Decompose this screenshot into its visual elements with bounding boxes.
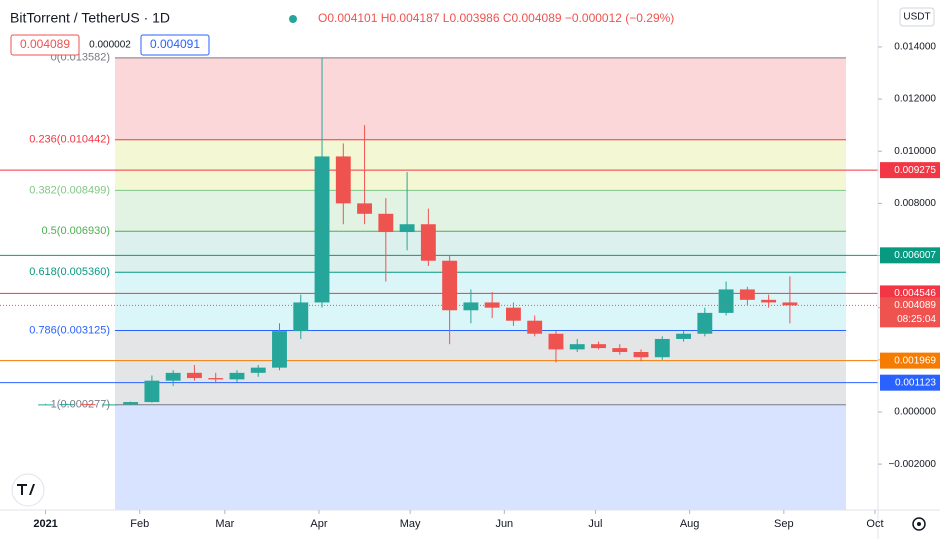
y-tick-label: 0.012000 (894, 94, 936, 105)
price-badge-label: 0.004546 (894, 288, 936, 299)
candle-body (165, 372, 181, 381)
candle-body (463, 302, 479, 311)
currency-button[interactable] (899, 7, 935, 27)
x-tick-label: Sep (774, 518, 794, 530)
x-tick-label: Aug (680, 518, 700, 530)
candle-body (612, 348, 628, 352)
price-badge (880, 162, 940, 179)
price-badge-label: 0.006007 (894, 250, 936, 261)
y-tick-label: 0.014000 (894, 42, 936, 53)
price-badge (880, 247, 940, 264)
sell-box[interactable] (10, 34, 80, 56)
fib-label: 0.786(0.003125) (29, 324, 110, 336)
candle-body (38, 404, 54, 406)
candle-body (676, 333, 692, 339)
ohlc-header: O0.004101 H0.004187 L0.003986 C0.004089 … (318, 11, 674, 25)
candle-body (272, 331, 287, 368)
candle-body (293, 302, 309, 332)
fib-band (115, 404, 846, 510)
candle-body (186, 372, 202, 379)
fib-band (115, 139, 846, 191)
y-tick-label: 0.000000 (894, 407, 936, 418)
x-tick-label: 2021 (33, 518, 57, 530)
price-badge (880, 374, 940, 391)
fib-band (115, 190, 846, 232)
price-badge (880, 352, 940, 369)
y-tick-label: −0.002000 (888, 459, 936, 470)
candle-body (739, 289, 755, 300)
currency: USDT (903, 12, 930, 23)
y-tick-label: 0.008000 (894, 198, 936, 209)
candle-body (399, 224, 415, 233)
x-tick-label: May (400, 518, 421, 530)
candle-body (697, 312, 713, 334)
sell-price: 0.004089 (20, 37, 70, 51)
y-tick-label: 0.010000 (894, 146, 936, 157)
candle-body (208, 378, 224, 380)
fib-band (115, 330, 846, 405)
candle-body (505, 307, 521, 321)
status-dot (289, 15, 297, 23)
tv-logo (11, 473, 45, 507)
last-price-badge (880, 297, 940, 328)
countdown: 08:25:04 (897, 314, 936, 325)
fib-band (115, 272, 846, 331)
fib-band (115, 231, 846, 273)
candle-body (569, 344, 585, 350)
chart-title: BitTorrent / TetherUS · 1D (10, 10, 170, 26)
plot-area: 0(0.013582)0.236(0.010442)0.382(0.008499… (0, 52, 878, 510)
candle-body (420, 224, 436, 261)
fib-label: 0.236(0.010442) (29, 134, 110, 146)
buy-price: 0.004091 (150, 37, 200, 51)
price-badge-label: 0.009275 (894, 165, 936, 176)
x-tick-label: Jun (495, 518, 513, 530)
candle-body (548, 333, 564, 350)
fib-band (115, 57, 846, 140)
candle-body (442, 260, 458, 311)
settings-icon[interactable] (912, 517, 926, 531)
candle-body (80, 404, 96, 406)
x-tick-label: Apr (310, 518, 327, 530)
candle-body (101, 404, 117, 406)
candle-body (527, 320, 543, 334)
candle-body (378, 213, 394, 233)
candle-body (718, 289, 734, 313)
candle-body (314, 156, 330, 303)
spread: 0.000002 (89, 40, 131, 51)
candle-body (229, 372, 245, 380)
x-tick-label: Feb (130, 518, 149, 530)
buy-box[interactable] (140, 34, 210, 56)
candle-body (123, 402, 139, 405)
candle-body (144, 380, 160, 403)
candle-body (591, 344, 606, 349)
candle-body (335, 156, 351, 204)
candle-body (357, 203, 373, 214)
x-tick-label: Mar (215, 518, 234, 530)
price-badge-label: 0.001123 (895, 377, 936, 388)
fib-label: 0.5(0.006930) (42, 225, 111, 237)
x-tick-label: Oct (866, 518, 883, 530)
candle-body (761, 299, 777, 303)
candle-body (782, 302, 798, 306)
candle-body (250, 367, 266, 373)
x-tick-label: Jul (588, 518, 602, 530)
candle-body (633, 351, 649, 358)
fib-label: 0.382(0.008499) (29, 184, 110, 196)
fib-label: 1(0.000277) (51, 399, 110, 411)
fib-label: 0.618(0.005360) (29, 266, 110, 278)
price-badge-label: 0.001969 (894, 355, 936, 366)
candle-body (59, 404, 75, 406)
candle-body (654, 338, 670, 358)
last-price-label: 0.004089 (894, 300, 936, 311)
